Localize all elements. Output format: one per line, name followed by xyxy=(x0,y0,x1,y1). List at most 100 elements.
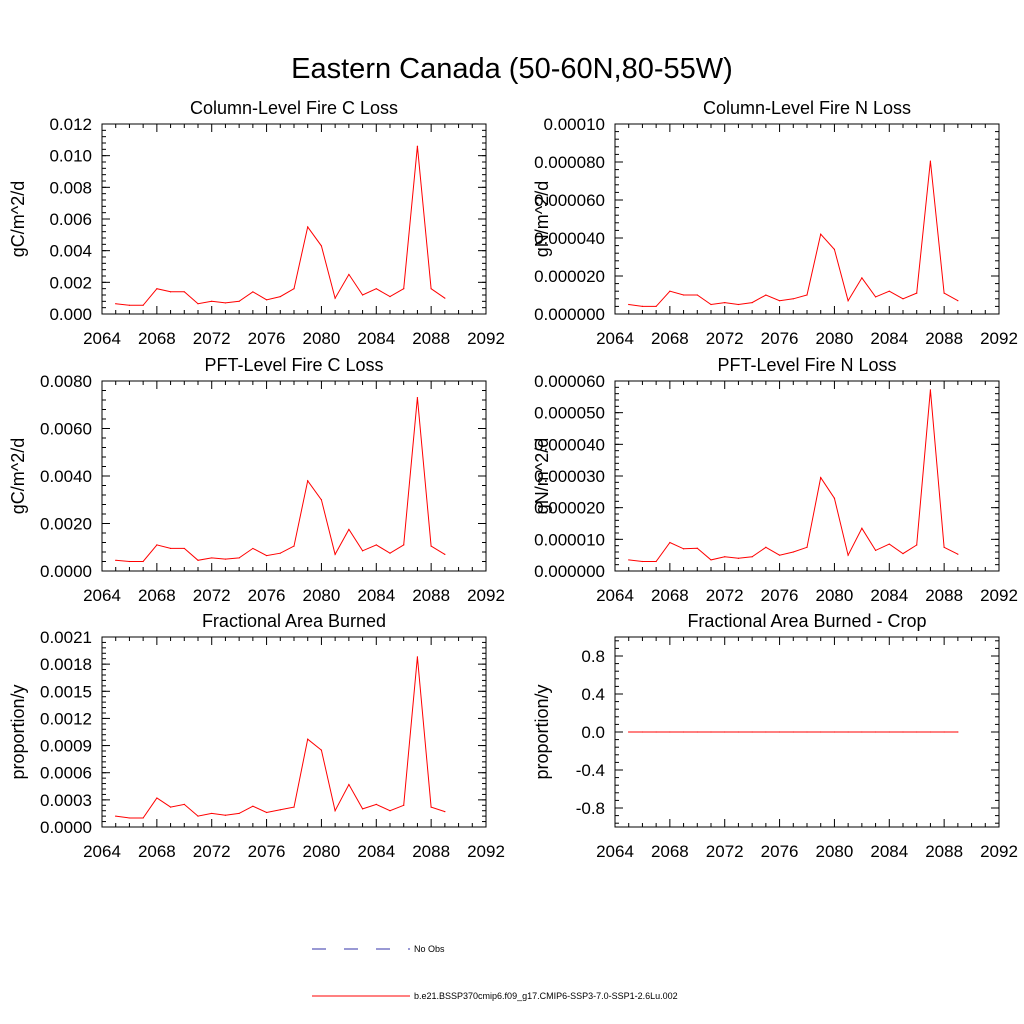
data-point xyxy=(792,298,794,300)
data-point xyxy=(142,560,144,563)
data-point xyxy=(724,556,726,558)
data-point xyxy=(238,812,240,815)
chart-panel-2: Column-Level Fire N Loss 2064 2068 2072 2076… xyxy=(532,98,1018,348)
data-point xyxy=(778,554,781,556)
series-line xyxy=(628,160,959,307)
x-tick-label: 2072 xyxy=(706,842,744,861)
data-point xyxy=(156,797,158,799)
plot-frame xyxy=(614,123,1000,315)
data-point xyxy=(847,731,849,733)
data-point xyxy=(669,290,671,292)
x-tick-label: 2088 xyxy=(925,586,963,605)
legend-label: b.e21.BSSP370cmip6.f09_g17.CMIP6-SSP3-7.… xyxy=(414,991,678,1001)
data-point xyxy=(348,783,350,786)
x-tick-label: 2088 xyxy=(925,842,963,861)
x-tick-label: 2064 xyxy=(596,586,634,605)
data-point xyxy=(888,290,890,292)
data-point xyxy=(806,294,808,296)
y-tick-label: 0.0006 xyxy=(40,764,92,783)
data-point xyxy=(628,731,630,733)
y-tick-label: 0.012 xyxy=(49,115,92,134)
data-point xyxy=(224,302,227,304)
data-point xyxy=(861,277,863,279)
data-point xyxy=(403,804,405,806)
main-title: Eastern Canada (50-60N,80-55W) xyxy=(291,53,733,85)
x-tick-label: 2068 xyxy=(651,586,689,605)
x-tick-label: 2088 xyxy=(412,586,450,605)
panel-title: PFT-Level Fire C Loss xyxy=(204,355,383,375)
plot-frame xyxy=(101,380,487,572)
data-point xyxy=(696,294,698,296)
data-point xyxy=(252,291,254,293)
data-point xyxy=(444,553,446,555)
data-point xyxy=(128,817,131,819)
data-point xyxy=(389,810,391,812)
series-line xyxy=(115,656,446,819)
chart-panel-5: Fractional Area Burned 2064 2068 2072 2076 20… xyxy=(8,611,505,861)
x-tick-label: 2072 xyxy=(193,329,231,348)
data-point xyxy=(724,302,726,304)
data-point xyxy=(792,731,794,733)
y-tick-label: 0.004 xyxy=(49,242,92,261)
x-tick-label: 2064 xyxy=(83,329,121,348)
data-point xyxy=(737,557,740,559)
x-tick-label: 2092 xyxy=(467,329,505,348)
y-tick-label: 0.000060 xyxy=(534,191,605,210)
x-tick-label: 2068 xyxy=(138,329,176,348)
data-point xyxy=(833,248,836,250)
data-point xyxy=(806,731,808,733)
x-tick-label: 2076 xyxy=(761,842,799,861)
x-tick-label: 2092 xyxy=(467,842,505,861)
y-tick-label: 0.000020 xyxy=(534,499,605,518)
data-point xyxy=(669,541,671,544)
data-point xyxy=(197,559,199,561)
chart-panel-4: PFT-Level Fire N Loss 2064 2068 2072 2076 208… xyxy=(532,355,1018,605)
data-point xyxy=(183,803,185,805)
data-point xyxy=(641,731,644,733)
data-point xyxy=(307,480,309,482)
data-point xyxy=(696,547,698,549)
y-tick-label: 0.0040 xyxy=(40,467,92,486)
x-tick-label: 2084 xyxy=(357,329,395,348)
data-point xyxy=(682,731,685,733)
data-point xyxy=(943,731,945,733)
data-point xyxy=(778,300,781,302)
data-point xyxy=(655,560,657,563)
data-point xyxy=(403,288,405,290)
data-point xyxy=(861,731,863,733)
y-tick-label: 0.0021 xyxy=(40,628,92,647)
data-point xyxy=(416,145,419,147)
data-point xyxy=(682,548,685,550)
x-tick-label: 2092 xyxy=(980,329,1018,348)
y-tick-label: 0.000040 xyxy=(534,229,605,248)
data-point xyxy=(224,814,227,816)
data-point xyxy=(751,731,753,733)
y-tick-label: 0.000000 xyxy=(534,305,605,324)
x-tick-label: 2080 xyxy=(816,842,854,861)
chart-panel-6: Fractional Area Burned - Crop 2064 2068 207… xyxy=(532,611,1018,861)
data-point xyxy=(916,544,918,546)
data-point xyxy=(183,291,185,293)
series-line xyxy=(628,389,959,562)
data-point xyxy=(628,303,630,306)
data-point xyxy=(169,291,172,293)
x-tick-label: 2076 xyxy=(761,586,799,605)
y-axis-label: proportion/y xyxy=(532,684,552,779)
x-tick-label: 2076 xyxy=(248,329,286,348)
data-point xyxy=(128,560,131,563)
data-point xyxy=(334,553,336,555)
y-tick-label: 0.0009 xyxy=(40,737,92,756)
y-tick-label: 0.000000 xyxy=(534,562,605,581)
data-point xyxy=(320,749,323,751)
panel-title: Fractional Area Burned xyxy=(202,611,386,631)
y-tick-label: -0.8 xyxy=(576,799,605,818)
x-tick-label: 2080 xyxy=(816,586,854,605)
data-point xyxy=(444,297,446,299)
x-tick-label: 2084 xyxy=(870,586,908,605)
series-line xyxy=(115,146,446,306)
y-tick-label: 0.00010 xyxy=(544,115,605,134)
data-point xyxy=(916,731,918,733)
data-point xyxy=(416,397,419,399)
y-tick-label: 0.000 xyxy=(49,305,92,324)
data-point xyxy=(765,546,767,548)
